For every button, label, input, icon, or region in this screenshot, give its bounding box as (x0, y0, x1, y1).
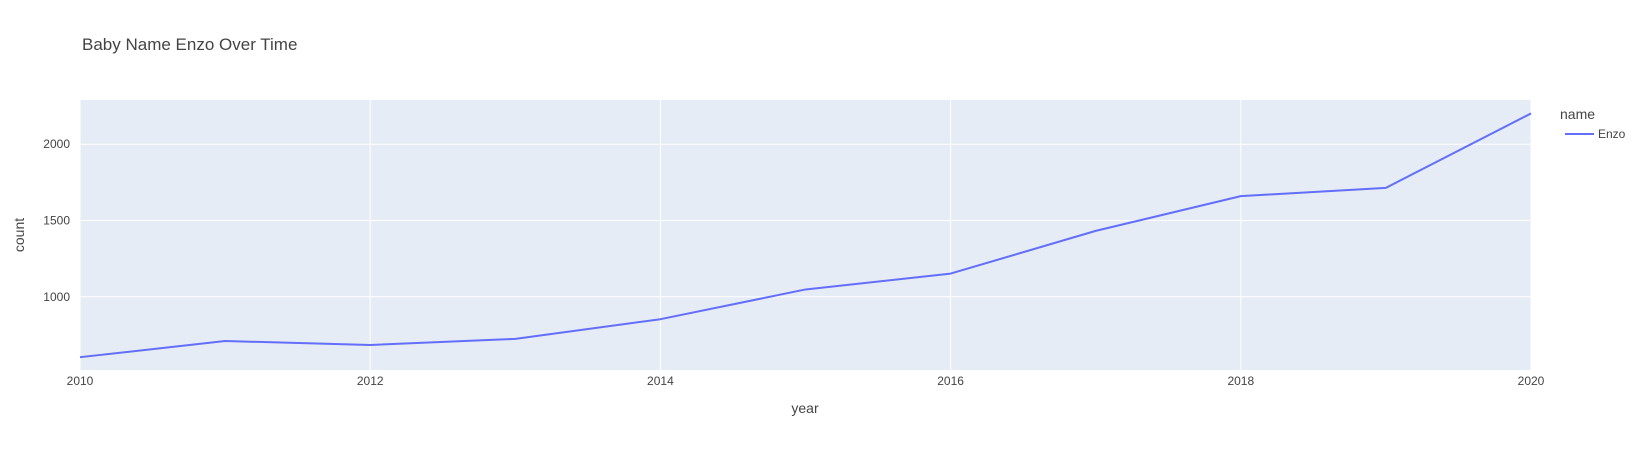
x-axis-title: year (791, 400, 819, 416)
y-tick-label: 1000 (43, 290, 70, 304)
data-point-enzo-2016[interactable] (946, 269, 956, 279)
data-point-enzo-2020[interactable] (1526, 108, 1536, 118)
data-point-enzo-2019[interactable] (1381, 183, 1391, 193)
data-point-enzo-2015[interactable] (801, 284, 811, 294)
x-tick-label: 2016 (937, 374, 964, 388)
series-line-enzo[interactable] (79, 112, 1532, 359)
data-point-enzo-2011[interactable] (220, 336, 230, 346)
x-tick-label: 2010 (67, 374, 94, 388)
x-tick-label: 2020 (1518, 374, 1545, 388)
data-point-enzo-2012[interactable] (365, 340, 375, 350)
y-tick-label: 2000 (43, 137, 70, 151)
x-tick-label: 2018 (1227, 374, 1254, 388)
x-gridlines (79, 100, 1532, 370)
x-tick-labels: 2010 2012 2014 2016 2018 2020 (67, 374, 1545, 388)
data-point-enzo-2017[interactable] (1091, 226, 1101, 236)
legend-item-enzo[interactable]: Enzo (1598, 127, 1626, 141)
y-axis-title: count (11, 218, 27, 252)
series-layer (75, 108, 1536, 362)
y-gridlines (80, 143, 1531, 298)
data-point-enzo-2014[interactable] (655, 314, 665, 324)
legend[interactable]: name Enzo (1560, 106, 1626, 141)
data-point-enzo-2010[interactable] (75, 352, 85, 362)
plot-area (80, 100, 1531, 370)
legend-title: name (1560, 106, 1595, 122)
chart-title: Baby Name Enzo Over Time (82, 35, 297, 54)
y-tick-label: 1500 (43, 214, 70, 228)
y-tick-labels: 1000 1500 2000 (43, 137, 70, 304)
x-tick-label: 2012 (357, 374, 384, 388)
x-tick-label: 2014 (647, 374, 674, 388)
data-point-enzo-2018[interactable] (1236, 191, 1246, 201)
data-point-enzo-2013[interactable] (510, 334, 520, 344)
